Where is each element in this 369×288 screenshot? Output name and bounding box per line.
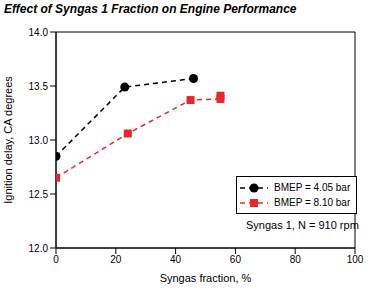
svg-text:12.0: 12.0 xyxy=(29,243,49,254)
svg-text:Syngas fraction, %: Syngas fraction, % xyxy=(160,272,252,284)
svg-text:13.0: 13.0 xyxy=(29,135,49,146)
svg-text:80: 80 xyxy=(290,254,302,265)
html-text:BMEP = 8.10 bar: BMEP = 8.10 bar xyxy=(274,197,351,208)
svg-text:40: 40 xyxy=(170,254,182,265)
html-text:BMEP = 4.05 bar: BMEP = 4.05 bar xyxy=(274,182,351,193)
svg-text:12.5: 12.5 xyxy=(29,189,49,200)
svg-text:100: 100 xyxy=(347,254,361,265)
html-text:Effect of Syngas 1 Fraction on: Effect of Syngas 1 Fraction on Engine Pe… xyxy=(4,2,297,16)
svg-text:20: 20 xyxy=(110,254,122,265)
svg-text:13.5: 13.5 xyxy=(29,81,49,92)
svg-text:14.0: 14.0 xyxy=(29,27,49,38)
svg-text:Ignition delay, CA degrees: Ignition delay, CA degrees xyxy=(8,76,14,204)
html-text:Syngas 1, N = 910 rpm: Syngas 1, N = 910 rpm xyxy=(246,219,359,231)
svg-text:60: 60 xyxy=(230,254,242,265)
svg-text:0: 0 xyxy=(53,254,59,265)
